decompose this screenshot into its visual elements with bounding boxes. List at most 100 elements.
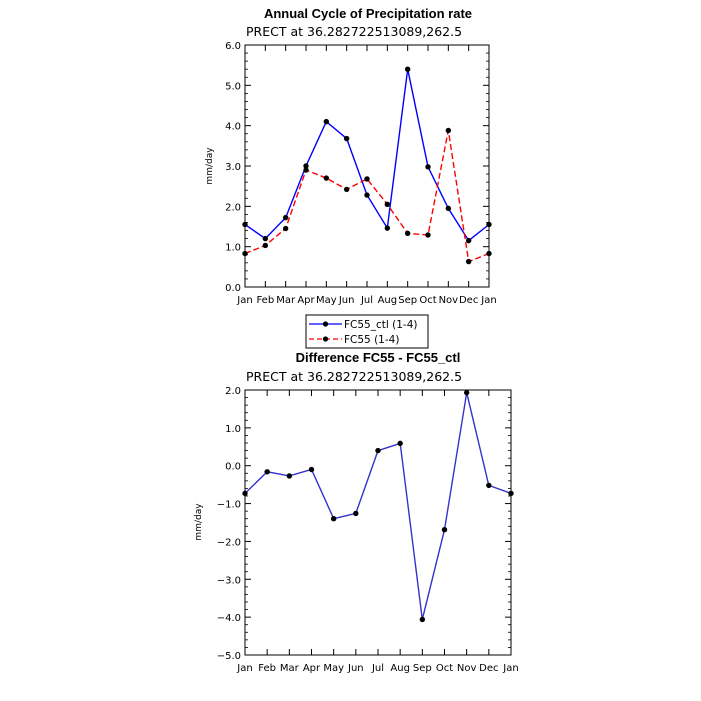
- x-tick-label: Jul: [371, 663, 384, 674]
- difference-plot-area: −5.0 −4.0 −3.0 −2.0 −1.0 0.0 1.0 2.0 Jan Feb Mar Ap…: [217, 386, 519, 674]
- x-tick-label: Jan: [236, 295, 252, 306]
- series-0-point: [465, 237, 472, 244]
- plot-frame: [244, 44, 490, 288]
- series-0-point: [419, 616, 426, 623]
- x-tick-label: Apr: [297, 295, 315, 306]
- y-tick-label: 3.0: [225, 162, 241, 173]
- series-0-point: [262, 235, 269, 242]
- series-0-point: [486, 221, 492, 228]
- precip-legend: FC55_ctl (1-4) FC55 (1-4): [305, 314, 429, 349]
- y-tick-label: −3.0: [217, 575, 241, 586]
- x-tick-label: Oct: [436, 663, 453, 674]
- series-1-point: [445, 127, 452, 134]
- x-tick-label: Aug: [378, 295, 398, 306]
- series-0-point: [286, 473, 293, 479]
- precip-chart-subtitle: PRECT at 36.282722513089,262.5: [246, 24, 462, 39]
- series-line-0: [244, 392, 512, 620]
- y-tick-label: 1.0: [225, 424, 241, 435]
- x-tick-label: Nov: [439, 295, 459, 306]
- x-tick-label: Jan: [480, 295, 496, 306]
- x-tick-label: Jan: [236, 663, 252, 674]
- series-0-point: [242, 490, 248, 497]
- series-1-point: [242, 250, 248, 257]
- difference-chart-title: Difference FC55 - FC55_ctl: [296, 350, 461, 365]
- y-tick-label: −1.0: [217, 500, 241, 511]
- difference-y-axis-label: mm/day: [194, 503, 204, 541]
- precip-chart: Annual Cycle of Precipitation rate PRECT…: [205, 6, 497, 349]
- y-tick-label: 2.0: [225, 202, 241, 213]
- y-tick-label: 0.0: [225, 283, 241, 294]
- series-0-point: [441, 526, 448, 533]
- x-tick-label: Oct: [419, 295, 436, 306]
- y-tick-label: 6.0: [225, 41, 241, 52]
- series-1-point: [384, 201, 391, 208]
- x-tick-label: Jan: [502, 663, 518, 674]
- y-tick-label: 1.0: [225, 243, 241, 254]
- series-1-point: [465, 258, 472, 265]
- y-tick-label: −5.0: [217, 651, 241, 662]
- series-0-point: [323, 118, 330, 125]
- legend-swatch-marker-fc55: [322, 336, 329, 342]
- x-tick-label: Jul: [360, 295, 373, 306]
- legend-box: [305, 314, 429, 349]
- legend-label-fc55: FC55 (1-4): [344, 334, 399, 346]
- y-tick-label: 0.0: [225, 462, 241, 473]
- series-0-point: [445, 205, 452, 212]
- series-0-point: [364, 192, 370, 198]
- y-tick-label: −2.0: [217, 537, 241, 548]
- y-tick-label: 2.0: [225, 386, 241, 397]
- precip-y-axis-label: mm/day: [205, 147, 215, 185]
- series-0-point: [353, 510, 359, 517]
- series-0-point: [397, 440, 403, 447]
- precip-chart-title: Annual Cycle of Precipitation rate: [264, 6, 472, 21]
- series-1-point: [282, 225, 289, 232]
- x-tick-label: Sep: [413, 663, 432, 674]
- series-1-point: [323, 175, 330, 181]
- x-tick-label: Mar: [280, 663, 300, 674]
- x-tick-label: Dec: [459, 295, 478, 306]
- legend-swatch-marker-ctl: [322, 321, 329, 327]
- x-tick-label: Nov: [457, 663, 477, 674]
- series-1-point: [364, 176, 370, 182]
- series-0-point: [508, 490, 514, 497]
- x-tick-label: Feb: [258, 663, 276, 674]
- series-0-point: [308, 466, 315, 473]
- precip-plot-area: 0.0 1.0 2.0 3.0 4.0 5.0 6.0 Jan Feb Mar Apr May Jun J…: [225, 41, 497, 306]
- x-tick-label: Jun: [338, 295, 355, 306]
- x-tick-label: Feb: [256, 295, 274, 306]
- series-0-point: [463, 389, 470, 396]
- series-1-point: [404, 230, 411, 237]
- x-tick-label: Jun: [347, 663, 364, 674]
- series-0-point: [330, 516, 337, 522]
- series-0-point: [384, 225, 391, 231]
- x-tick-label: Apr: [303, 663, 321, 674]
- series-0-point: [264, 469, 270, 475]
- series-0-point: [242, 221, 248, 228]
- series-0-point: [486, 482, 492, 489]
- x-tick-label: Aug: [390, 663, 410, 674]
- series-1-point: [343, 186, 350, 193]
- series-0-point: [404, 66, 411, 72]
- series-1-point: [303, 167, 309, 173]
- series-1-point: [425, 232, 431, 238]
- legend-label-ctl: FC55_ctl (1-4): [344, 319, 417, 331]
- x-tick-label: May: [316, 295, 337, 306]
- series-0-point: [303, 163, 309, 169]
- series-1-point: [262, 242, 269, 249]
- y-tick-label: 4.0: [225, 122, 241, 133]
- series-0-point: [375, 447, 381, 454]
- x-tick-label: May: [323, 663, 344, 674]
- series-0-point: [343, 135, 350, 142]
- difference-chart: Difference FC55 - FC55_ctl PRECT at 36.2…: [194, 350, 519, 674]
- series-0-point: [425, 164, 431, 170]
- plot-frame: [244, 389, 512, 656]
- x-tick-label: Mar: [276, 295, 296, 306]
- series-0-point: [282, 214, 289, 221]
- x-tick-label: Dec: [479, 663, 498, 674]
- difference-chart-subtitle: PRECT at 36.282722513089,262.5: [246, 369, 462, 384]
- x-tick-label: Sep: [398, 295, 417, 306]
- y-tick-label: −4.0: [217, 613, 241, 624]
- y-tick-label: 5.0: [225, 81, 241, 92]
- series-1-point: [486, 250, 492, 257]
